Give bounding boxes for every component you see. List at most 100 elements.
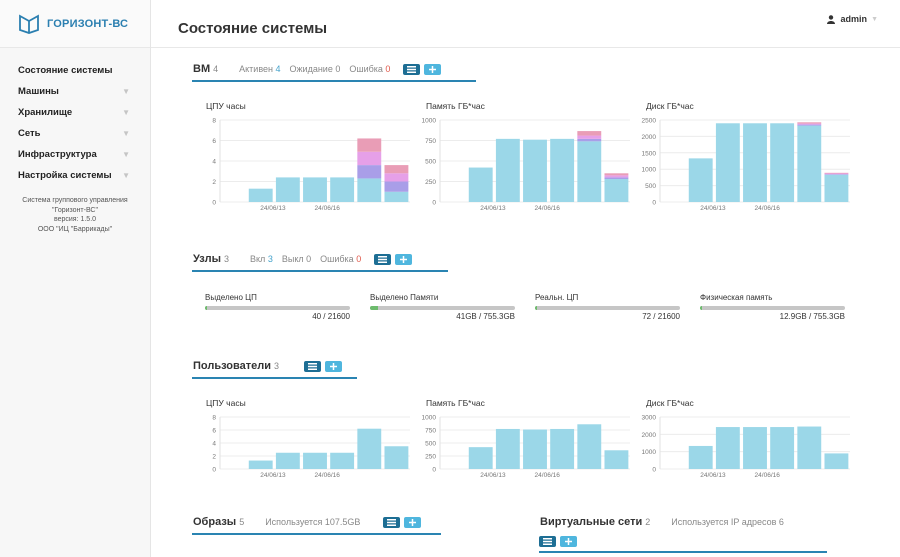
chart-bar[interactable] [688, 158, 713, 202]
chart-bar[interactable] [577, 424, 602, 469]
logo[interactable]: ГОРИЗОНТ-ВС [0, 0, 150, 48]
chart-bar[interactable] [824, 172, 849, 174]
chart-bar[interactable] [688, 445, 713, 469]
chart-bar[interactable] [468, 167, 493, 202]
chart-bar[interactable] [797, 124, 822, 126]
list-button[interactable] [403, 63, 421, 75]
resource-bar-fill [370, 306, 378, 310]
users-disk-chart: Диск ГБ*час 0 1000 2000 3000 24/06/13 24/06/16 [642, 398, 850, 479]
chart-bar[interactable] [824, 174, 849, 175]
chart-bar[interactable] [384, 173, 409, 182]
sidebar-item-settings[interactable]: Настройка системы ▼ [0, 165, 150, 186]
chart-bar[interactable] [303, 452, 327, 469]
stat-error[interactable]: Ошибка 0 [320, 254, 361, 264]
chart-bar[interactable] [604, 177, 629, 180]
chart-title: Память ГБ*час [426, 398, 486, 408]
chart-bar[interactable] [303, 177, 327, 202]
stat-off[interactable]: Выкл 0 [282, 254, 311, 264]
chart-bar[interactable] [824, 174, 849, 202]
chart-bar[interactable] [743, 123, 767, 202]
sidebar-item-infrastructure[interactable]: Инфраструктура ▼ [0, 144, 150, 165]
sidebar-item-machines[interactable]: Машины ▼ [0, 81, 150, 102]
chart-bar[interactable] [275, 452, 300, 469]
chart-bar[interactable] [384, 191, 409, 202]
chart-bar[interactable] [550, 138, 575, 202]
chart-bar[interactable] [330, 177, 355, 202]
sidebar-item-network[interactable]: Сеть ▼ [0, 123, 150, 144]
chart-bar[interactable] [604, 175, 629, 178]
chart-bar[interactable] [248, 188, 273, 202]
y-tick-label: 1000 [422, 118, 437, 125]
list-button[interactable] [383, 516, 401, 528]
stat-on[interactable]: Вкл 3 [250, 254, 273, 264]
chart-bar[interactable] [357, 151, 382, 166]
chart-bar[interactable] [468, 447, 493, 469]
chart-bar[interactable] [357, 138, 382, 152]
chart-bar[interactable] [577, 131, 602, 136]
chart-bar[interactable] [824, 453, 849, 469]
chart-bar[interactable] [577, 138, 602, 142]
chart-bar[interactable] [275, 177, 300, 202]
resource-value: 40 / 21600 [312, 312, 350, 321]
chart-bar[interactable] [384, 181, 409, 192]
chart-bar[interactable] [604, 179, 629, 202]
chart-bar[interactable] [824, 173, 849, 175]
chart-bar[interactable] [797, 123, 822, 125]
chart-bar[interactable] [604, 450, 629, 469]
list-button[interactable] [374, 253, 392, 265]
stat-pending[interactable]: Ожидание 0 [290, 64, 341, 74]
section-title: Узлы [193, 253, 221, 265]
chart-bar[interactable] [384, 165, 409, 174]
chart-bar[interactable] [797, 426, 822, 469]
chart-bar[interactable] [577, 141, 602, 202]
add-button[interactable] [560, 535, 577, 547]
chart-bar[interactable] [248, 460, 273, 469]
chart-bar[interactable] [523, 139, 547, 202]
chart-bar[interactable] [384, 446, 409, 469]
add-button[interactable] [404, 516, 422, 528]
chart-bar[interactable] [604, 173, 629, 176]
chart-bar[interactable] [743, 427, 767, 469]
plus-icon [400, 255, 408, 263]
chart-bar[interactable] [577, 135, 602, 139]
section-title: Образы [193, 516, 237, 528]
y-tick-label: 1000 [642, 449, 657, 456]
add-button[interactable] [325, 360, 343, 372]
chart-bar[interactable] [797, 125, 822, 202]
chart-bar[interactable] [715, 427, 740, 469]
stat-label: Ошибка [349, 64, 383, 74]
chart-bar[interactable] [770, 427, 795, 469]
add-button[interactable] [424, 63, 442, 75]
chart-bar[interactable] [357, 428, 382, 469]
list-button[interactable] [304, 360, 322, 372]
plus-icon [565, 537, 572, 545]
chart-bar[interactable] [523, 429, 547, 469]
chart-bar[interactable] [770, 123, 795, 202]
chart-bar[interactable] [357, 165, 382, 179]
chart-bar[interactable] [330, 452, 355, 469]
stat-value: 0 [356, 254, 362, 264]
chart-bar[interactable] [495, 428, 520, 469]
chart-bar[interactable] [550, 428, 575, 469]
resource-value: 41GB / 755.3GB [456, 312, 515, 321]
x-tick-label: 24/06/16 [755, 472, 781, 479]
y-tick-label: 8 [212, 118, 216, 125]
chart-bar[interactable] [495, 138, 520, 202]
stat-error[interactable]: Ошибка 0 [349, 64, 390, 74]
chart-bar[interactable] [797, 122, 822, 124]
plus-icon [429, 65, 437, 73]
sidebar-item-label: Хранилище [18, 107, 73, 118]
sidebar-item-system-status[interactable]: Состояние системы [0, 60, 150, 81]
chart-bar[interactable] [715, 123, 740, 202]
y-tick-label: 250 [425, 454, 436, 461]
chevron-down-icon: ▼ [122, 171, 130, 180]
add-button[interactable] [395, 253, 413, 265]
list-button[interactable] [539, 535, 556, 547]
stat-active[interactable]: Активен 4 [239, 64, 280, 74]
y-tick-label: 0 [652, 200, 656, 207]
user-menu[interactable]: admin ▼ [826, 14, 878, 24]
page-title: Состояние системы [178, 20, 328, 37]
chart-bar[interactable] [357, 178, 382, 202]
sidebar-item-storage[interactable]: Хранилище ▼ [0, 102, 150, 123]
x-tick-label: 24/06/13 [700, 205, 726, 212]
